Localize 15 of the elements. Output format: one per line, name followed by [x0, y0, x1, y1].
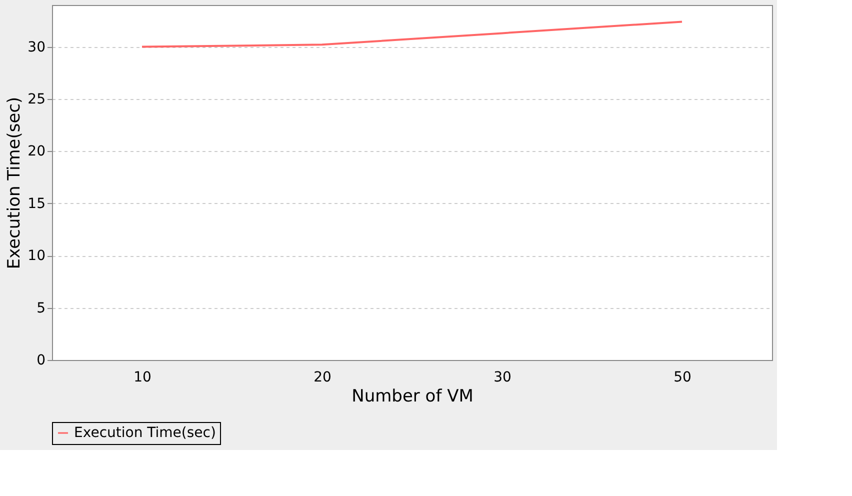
y-tick-label: 15: [28, 196, 46, 212]
y-tick-label: 10: [28, 248, 46, 264]
line-series: [141, 20, 683, 48]
x-tick-label: 30: [494, 370, 512, 386]
y-tick-label: 20: [28, 144, 46, 160]
y-tick-label: 25: [28, 91, 46, 108]
y-axis-title: Execution Time(sec): [4, 96, 25, 270]
x-tick-label: 50: [674, 370, 692, 386]
legend-label: Execution Time(sec): [74, 425, 216, 441]
y-tick-label: 5: [36, 300, 46, 316]
x-axis-title: Number of VM: [352, 386, 474, 406]
y-tick-label: 30: [28, 39, 46, 56]
x-tick-label: 10: [134, 370, 152, 386]
x-tick-label: 20: [314, 370, 332, 386]
y-tick-label: 0: [36, 352, 46, 368]
